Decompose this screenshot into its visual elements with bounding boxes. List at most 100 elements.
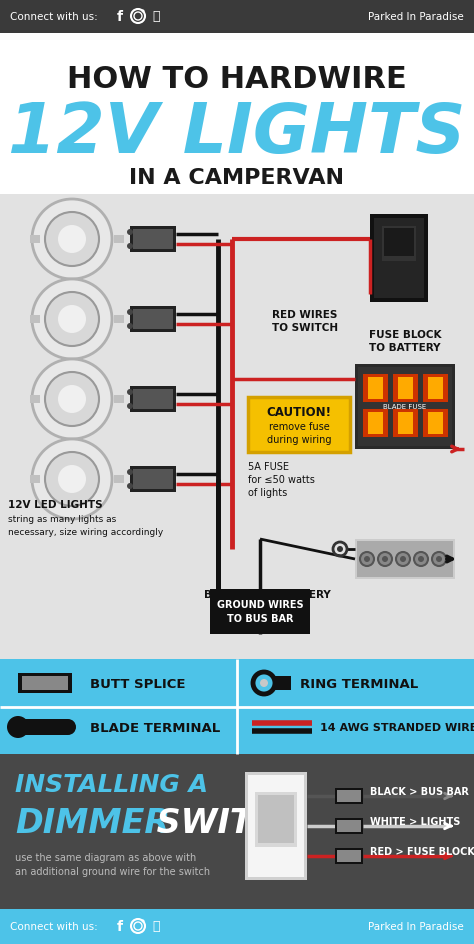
Bar [384,228,414,257]
Text: use the same diagram as above with: use the same diagram as above with [15,852,196,862]
Text: INSTALLING A: INSTALLING A [15,772,208,796]
Text: Connect with us:: Connect with us: [10,921,98,931]
Bar [273,676,291,690]
Bar [374,219,424,298]
Bar [428,413,443,434]
Circle shape [58,226,86,254]
Text: 5A FUSE
for ≤50 watts
of lights: 5A FUSE for ≤50 watts of lights [248,462,315,497]
Circle shape [432,552,446,566]
Bar [398,413,413,434]
Text: RED WIRES
TO SWITCH: RED WIRES TO SWITCH [272,310,338,333]
Bar [337,820,361,832]
Circle shape [260,680,268,687]
Bar [337,851,361,862]
Bar [357,542,453,578]
Circle shape [127,483,133,490]
Bar [0,194,474,659]
Bar [0,0,474,34]
Bar [370,215,428,303]
Bar [368,413,383,434]
Text: BLADE FUSE: BLADE FUSE [383,404,427,410]
Circle shape [58,306,86,333]
Bar [210,589,310,634]
Bar [363,410,388,437]
Bar [368,378,383,399]
Text: 14 AWG STRANDED WIRE: 14 AWG STRANDED WIRE [320,722,474,733]
Bar [30,476,40,483]
Text: HOW TO HARDWIRE: HOW TO HARDWIRE [67,65,407,94]
Bar [130,387,176,413]
Text: Connect with us:: Connect with us: [10,12,98,22]
Bar [423,375,448,402]
Bar [0,909,474,944]
Text: 12V LIGHTS: 12V LIGHTS [9,99,465,166]
Circle shape [45,373,99,427]
Bar [114,396,124,404]
Bar [18,719,68,735]
Circle shape [142,919,145,922]
Circle shape [127,244,133,250]
Text: string as many lights as: string as many lights as [8,514,116,523]
Circle shape [45,293,99,346]
Circle shape [7,716,29,738]
Text: BUS BAR TO BATTERY: BUS BAR TO BATTERY [204,589,330,599]
Bar [130,307,176,332]
Bar [30,315,40,324]
Text: RING TERMINAL: RING TERMINAL [300,677,418,690]
Bar [245,772,307,880]
Bar [335,788,363,804]
Bar [382,227,416,261]
Circle shape [127,404,133,410]
Text: 12V LED LIGHTS: 12V LED LIGHTS [8,499,103,510]
Circle shape [378,552,392,566]
Bar [133,229,173,250]
Text: RED > FUSE BLOCK: RED > FUSE BLOCK [370,846,474,856]
Bar [358,367,452,447]
Text: f: f [117,919,123,933]
Bar [398,378,413,399]
Text: Ⓟ: Ⓟ [152,10,160,24]
Bar [30,396,40,404]
Bar [0,34,474,204]
Bar [355,539,455,580]
Text: BLADE TERMINAL: BLADE TERMINAL [90,720,220,733]
Circle shape [127,390,133,396]
Bar [248,397,350,452]
Circle shape [364,556,370,563]
Bar [363,375,388,402]
Circle shape [142,10,145,13]
Text: GROUND WIRES
TO BUS BAR: GROUND WIRES TO BUS BAR [217,599,303,623]
Text: SWITCH: SWITCH [145,806,305,839]
Bar [428,378,443,399]
Circle shape [436,556,442,563]
Circle shape [60,719,76,735]
Circle shape [337,547,343,552]
Text: an additional ground wire for the switch: an additional ground wire for the switch [15,866,210,876]
Circle shape [400,556,406,563]
Text: WHITE > LIGHTS: WHITE > LIGHTS [370,817,460,826]
Text: f: f [117,10,123,24]
Text: CAUTION!: CAUTION! [266,406,331,418]
Bar [335,818,363,834]
Bar [114,476,124,483]
Bar [130,227,176,253]
Circle shape [32,200,112,279]
Circle shape [32,440,112,519]
Bar [114,236,124,244]
Bar [133,310,173,329]
Circle shape [127,324,133,329]
Circle shape [127,469,133,476]
Text: BLACK > BUS BAR: BLACK > BUS BAR [370,786,469,796]
Text: remove fuse
during wiring: remove fuse during wiring [267,422,331,445]
Bar [393,375,418,402]
Bar [30,236,40,244]
Circle shape [418,556,424,563]
Text: Parked In Paradise: Parked In Paradise [368,12,464,22]
Text: Ⓟ: Ⓟ [152,919,160,933]
Circle shape [127,310,133,315]
Circle shape [414,552,428,566]
Circle shape [45,452,99,507]
Bar [335,848,363,864]
Circle shape [45,212,99,267]
Bar [133,390,173,410]
